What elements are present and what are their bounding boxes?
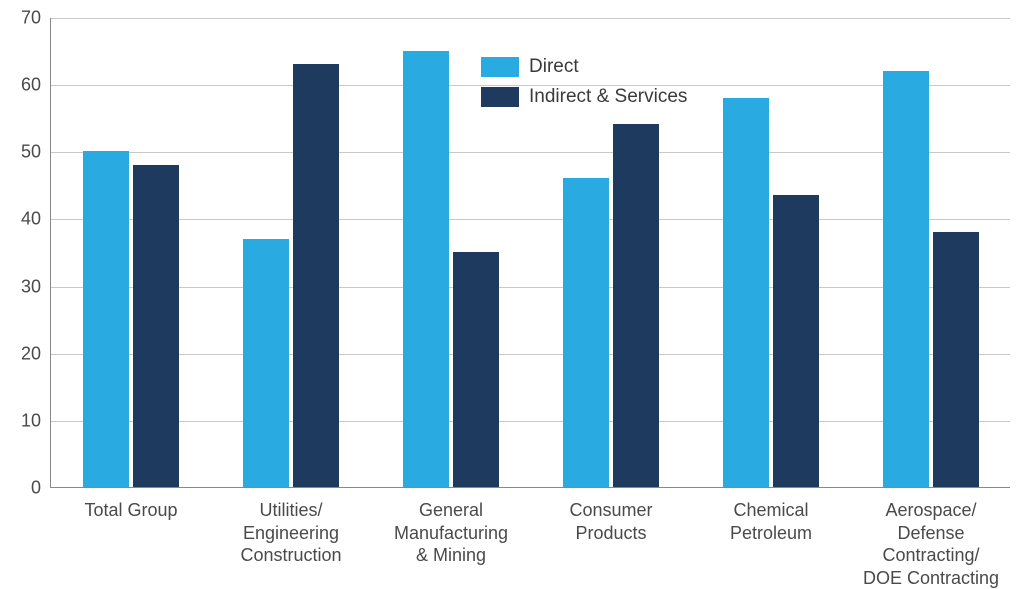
x-tick-label: Utilities/EngineeringConstruction bbox=[211, 499, 371, 567]
bar bbox=[133, 165, 179, 487]
gridline bbox=[51, 287, 1010, 288]
bar bbox=[83, 151, 129, 487]
legend-item: Indirect & Services bbox=[481, 86, 687, 108]
legend-label: Indirect & Services bbox=[529, 86, 687, 108]
y-tick-label: 70 bbox=[21, 8, 41, 29]
y-tick-label: 30 bbox=[21, 276, 41, 297]
bar bbox=[613, 124, 659, 487]
y-tick-label: 60 bbox=[21, 75, 41, 96]
legend-swatch bbox=[481, 57, 519, 77]
bar bbox=[243, 239, 289, 487]
bar bbox=[773, 195, 819, 487]
gridline bbox=[51, 85, 1010, 86]
bar bbox=[723, 98, 769, 487]
x-tick-label: ChemicalPetroleum bbox=[691, 499, 851, 544]
legend-label: Direct bbox=[529, 56, 579, 78]
legend-item: Direct bbox=[481, 56, 687, 78]
gridline bbox=[51, 152, 1010, 153]
bar bbox=[453, 252, 499, 487]
bar bbox=[563, 178, 609, 487]
gridline bbox=[51, 219, 1010, 220]
x-tick-label: Aerospace/Defense Contracting/DOE Contra… bbox=[851, 499, 1011, 589]
bar bbox=[293, 64, 339, 487]
gridline bbox=[51, 421, 1010, 422]
bar-chart: Direct Indirect & Services 0 10 20 30 40 50 60 7… bbox=[0, 0, 1024, 588]
gridline bbox=[51, 354, 1010, 355]
y-tick-label: 10 bbox=[21, 410, 41, 431]
bar bbox=[403, 51, 449, 487]
y-tick-label: 50 bbox=[21, 142, 41, 163]
x-tick-label: Total Group bbox=[51, 499, 211, 522]
legend-swatch bbox=[481, 87, 519, 107]
y-tick-label: 0 bbox=[31, 478, 41, 499]
chart-legend: Direct Indirect & Services bbox=[481, 56, 687, 108]
x-tick-label: GeneralManufacturing& Mining bbox=[371, 499, 531, 567]
y-tick-label: 20 bbox=[21, 343, 41, 364]
bar bbox=[933, 232, 979, 487]
gridline bbox=[51, 18, 1010, 19]
bar bbox=[883, 71, 929, 487]
x-tick-label: ConsumerProducts bbox=[531, 499, 691, 544]
y-tick-label: 40 bbox=[21, 209, 41, 230]
plot-area: DirectIndirect & Services 01020304050607… bbox=[50, 18, 1010, 488]
